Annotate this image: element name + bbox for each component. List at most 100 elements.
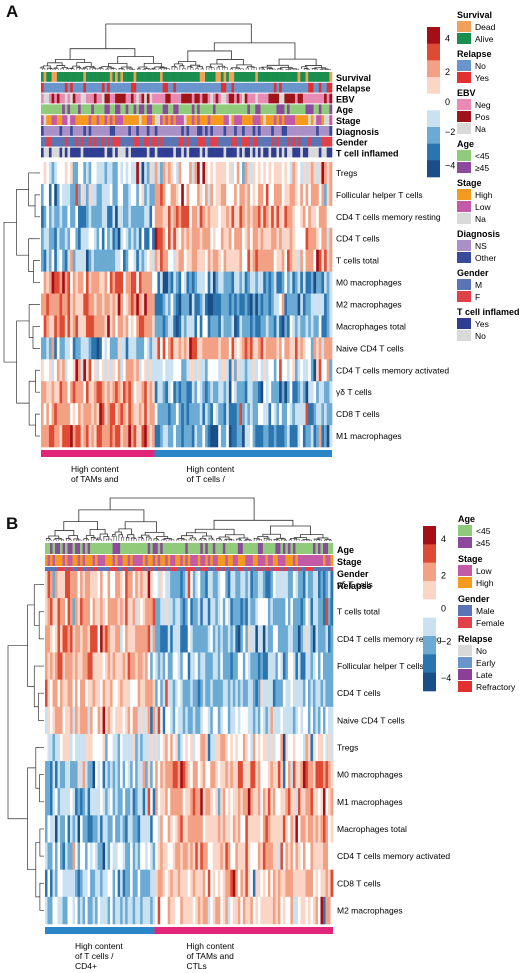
annotation-cell [280, 555, 284, 566]
annotation-cell [268, 115, 272, 125]
heatmap-cell [83, 293, 87, 316]
heatmap-cell [48, 359, 52, 382]
heatmap-cell [237, 896, 241, 925]
heatmap-cell [202, 815, 206, 843]
heatmap-cell [99, 425, 103, 448]
annotation-cell [273, 104, 277, 115]
annotation-cell [170, 136, 174, 147]
annotation-cell [242, 104, 245, 115]
heatmap-cell [202, 403, 206, 426]
annotation-cell [200, 543, 204, 554]
heatmap-cell [292, 425, 296, 448]
heatmap-cell [215, 162, 219, 185]
heatmap-cell [78, 337, 81, 360]
heatmap-cell [252, 227, 256, 250]
heatmap-cell [123, 227, 126, 250]
heatmap-cell [287, 706, 291, 735]
heatmap-cell [95, 571, 98, 599]
heatmap-cell [92, 788, 96, 816]
annotation-cell [115, 115, 119, 125]
heatmap-cell [175, 761, 179, 789]
annotation-cell [77, 543, 81, 554]
heatmap-cell [191, 271, 195, 294]
heatmap-cell [247, 271, 251, 294]
annotation-cell [43, 72, 47, 82]
annotation-cell [257, 126, 261, 136]
heatmap-cell [197, 733, 201, 762]
heatmap-cell [192, 869, 196, 898]
heatmap-cell [300, 162, 304, 185]
scale-tick-label: −2 [441, 637, 451, 647]
heatmap-cell [165, 733, 169, 762]
heatmap-cell [284, 315, 288, 338]
heatmap-cell [85, 706, 88, 735]
heatmap-cell [327, 679, 331, 708]
heatmap-cell [245, 652, 249, 680]
heatmap-cell [57, 815, 61, 843]
heatmap-cell [152, 381, 156, 404]
heatmap-cell [43, 227, 47, 250]
heatmap-cell [100, 679, 103, 708]
annotation-cell [231, 115, 235, 125]
heatmap-cell [218, 183, 222, 207]
heatmap-cell [277, 733, 281, 762]
heatmap-cell [252, 598, 256, 626]
heatmap-cell [107, 425, 111, 448]
heatmap-cell [120, 337, 124, 360]
annotation-cell [181, 136, 185, 147]
heatmap-cell [128, 183, 132, 207]
heatmap-cell [218, 271, 222, 294]
heatmap-cell [250, 706, 254, 735]
heatmap-cell [282, 706, 286, 735]
heatmap-cell [115, 162, 119, 185]
heatmap-cell [167, 183, 171, 207]
heatmap-cell [175, 183, 179, 207]
heatmap-cell [247, 403, 251, 426]
heatmap-cell [245, 598, 249, 626]
heatmap-cell [162, 162, 166, 185]
annotation-cell [80, 93, 84, 104]
heatmap-cell [227, 706, 231, 735]
heatmap-cell [212, 271, 216, 294]
annotation-cell [244, 93, 248, 104]
annotation-cell [321, 136, 325, 147]
heatmap-cell [290, 761, 294, 789]
heatmap-cell [183, 205, 187, 229]
heatmap-cell [54, 162, 58, 185]
annotation-cell [160, 82, 163, 93]
heatmap-cell [212, 788, 216, 816]
annotation-cell [318, 104, 322, 115]
heatmap-cell [162, 183, 166, 207]
heatmap-cell [321, 337, 325, 360]
annotation-cell [128, 82, 132, 93]
heatmap-cell [136, 381, 140, 404]
heatmap-cell [180, 652, 184, 680]
heatmap-cell [144, 249, 148, 272]
heatmap-cell [78, 403, 81, 426]
column-dendrogram [45, 497, 332, 541]
heatmap-cell [287, 359, 290, 382]
heatmap-cell [107, 359, 111, 382]
heatmap-cell [97, 761, 101, 789]
annotation-cell [212, 136, 216, 147]
heatmap-cell [91, 162, 95, 185]
heatmap-cell [85, 337, 89, 360]
heatmap-cell [41, 249, 44, 272]
heatmap-cell [60, 652, 63, 680]
heatmap-cell [197, 271, 201, 294]
heatmap-cell [195, 896, 199, 925]
heatmap-cell [51, 227, 55, 250]
legend-swatch [457, 291, 471, 302]
heatmap-cell [62, 706, 66, 735]
heatmap-cell [85, 249, 89, 272]
annotation-cell [281, 147, 285, 158]
heatmap-cell [160, 425, 163, 448]
heatmap-cell [97, 598, 101, 626]
heatmap-cell [46, 183, 50, 207]
heatmap-cell [130, 571, 133, 599]
annotation-cell [48, 115, 52, 125]
heatmap-cell [245, 869, 249, 898]
annotation-cell [231, 82, 235, 93]
heatmap-cell [277, 571, 281, 599]
heatmap-cell [80, 183, 84, 207]
